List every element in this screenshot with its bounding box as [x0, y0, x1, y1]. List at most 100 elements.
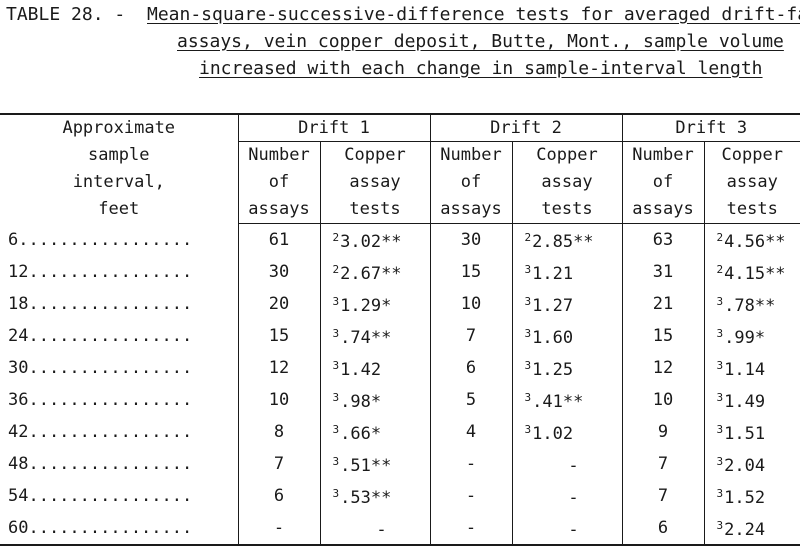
- d1-copper-assay-test-cell: 3.51**: [320, 448, 430, 480]
- footnote-marker: 3: [717, 391, 724, 404]
- footnote-marker: 2: [717, 231, 724, 244]
- d2-copper-assay-test-cell: -: [512, 512, 622, 545]
- header-word: of: [431, 169, 512, 196]
- d1-copper-assay-test-cell: -: [320, 512, 430, 545]
- interval-header-line-3: interval,: [0, 169, 238, 196]
- d1-copper-assay-test-cell: 23.02**: [320, 224, 430, 257]
- d2-copper-assay-test-cell: 31.60: [512, 320, 622, 352]
- d3-number-of-assays-cell: 31: [622, 256, 704, 288]
- footnote-marker: 3: [717, 487, 724, 500]
- d3-number-of-assays-cell: 9: [622, 416, 704, 448]
- footnote-marker: 2: [333, 263, 340, 276]
- d3-copper-assay-test-cell: 31.52: [704, 480, 800, 512]
- drift-3-header: Drift 3: [622, 114, 800, 142]
- footnote-marker: 3: [717, 327, 724, 340]
- d1-copper-assay-test-cell: 22.67**: [320, 256, 430, 288]
- d2-number-of-assays-cell: 15: [430, 256, 512, 288]
- drift-2-header: Drift 2: [430, 114, 622, 142]
- interval-header-line-1: Approximate: [0, 115, 238, 142]
- footnote-marker: 3: [717, 519, 724, 532]
- test-value: 2.67**: [340, 264, 401, 284]
- d3-copper-assay-tests-header: Copper assay tests: [704, 142, 800, 224]
- d3-copper-assay-test-cell: 32.04: [704, 448, 800, 480]
- d3-number-of-assays-cell: 12: [622, 352, 704, 384]
- d3-copper-assay-test-cell: 31.51: [704, 416, 800, 448]
- test-value: 1.52: [724, 488, 765, 508]
- header-word: Number: [623, 142, 704, 169]
- footnote-marker: 2: [333, 231, 340, 244]
- d3-number-of-assays-cell: 7: [622, 480, 704, 512]
- test-value: .41**: [532, 392, 583, 412]
- test-value: .78**: [724, 296, 775, 316]
- footnote-marker: 3: [525, 359, 532, 372]
- d2-copper-assay-test-cell: 31.21: [512, 256, 622, 288]
- test-value: 1.42: [340, 360, 381, 380]
- test-value: 1.60: [532, 328, 573, 348]
- d1-number-of-assays-cell: 10: [238, 384, 320, 416]
- footnote-marker: 3: [333, 295, 340, 308]
- d1-copper-assay-tests-header: Copper assay tests: [320, 142, 430, 224]
- d2-number-of-assays-cell: -: [430, 448, 512, 480]
- header-word: assay: [321, 169, 430, 196]
- footnote-marker: 3: [333, 391, 340, 404]
- d3-number-of-assays-cell: 15: [622, 320, 704, 352]
- footnote-marker: 3: [333, 423, 340, 436]
- header-word: assay: [705, 169, 800, 196]
- d3-copper-assay-test-cell: 24.15**: [704, 256, 800, 288]
- test-value: 2.24: [724, 520, 765, 540]
- d3-number-of-assays-cell: 63: [622, 224, 704, 257]
- header-word: of: [623, 169, 704, 196]
- footnote-marker: 3: [333, 327, 340, 340]
- footnote-marker: 3: [333, 359, 340, 372]
- interval-cell: 30................: [0, 352, 238, 384]
- test-value: 1.25: [532, 360, 573, 380]
- d3-copper-assay-test-cell: 3.99*: [704, 320, 800, 352]
- header-word: Number: [431, 142, 512, 169]
- d3-number-of-assays-cell: 7: [622, 448, 704, 480]
- test-value: 1.21: [532, 264, 573, 284]
- interval-cell: 12................: [0, 256, 238, 288]
- d3-number-of-assays-cell: 21: [622, 288, 704, 320]
- header-word: tests: [513, 196, 622, 223]
- d2-copper-assay-test-cell: -: [512, 448, 622, 480]
- d2-number-of-assays-cell: -: [430, 512, 512, 545]
- test-value: .98*: [340, 392, 381, 412]
- interval-cell: 6.................: [0, 224, 238, 257]
- test-value: .99*: [724, 328, 765, 348]
- header-word: Copper: [321, 142, 430, 169]
- test-value: -: [568, 488, 578, 508]
- d3-number-of-assays-header: Number of assays: [622, 142, 704, 224]
- d1-copper-assay-test-cell: 3.98*: [320, 384, 430, 416]
- d3-copper-assay-test-cell: 31.14: [704, 352, 800, 384]
- d2-copper-assay-test-cell: 31.02: [512, 416, 622, 448]
- d3-number-of-assays-cell: 10: [622, 384, 704, 416]
- interval-header-line-4: feet: [0, 196, 238, 223]
- d1-number-of-assays-cell: 61: [238, 224, 320, 257]
- interval-header: Approximate sample interval, feet: [0, 114, 238, 224]
- test-value: -: [568, 520, 578, 540]
- test-value: .66*: [340, 424, 381, 444]
- d2-number-of-assays-cell: -: [430, 480, 512, 512]
- d2-number-of-assays-cell: 30: [430, 224, 512, 257]
- table-header: Approximate sample interval, feet Drift …: [0, 114, 800, 224]
- test-value: 1.02: [532, 424, 573, 444]
- d2-copper-assay-test-cell: 3.41**: [512, 384, 622, 416]
- interval-cell: 24................: [0, 320, 238, 352]
- footnote-marker: 2: [525, 231, 532, 244]
- d1-number-of-assays-header: Number of assays: [238, 142, 320, 224]
- interval-cell: 54................: [0, 480, 238, 512]
- d1-number-of-assays-cell: -: [238, 512, 320, 545]
- d1-copper-assay-test-cell: 31.29*: [320, 288, 430, 320]
- test-value: 4.56**: [724, 232, 785, 252]
- test-value: .74**: [340, 328, 391, 348]
- caption-line-2: assays, vein copper deposit, Butte, Mont…: [177, 31, 784, 52]
- test-value: 2.04: [724, 456, 765, 476]
- test-value: .51**: [340, 456, 391, 476]
- test-value: -: [568, 456, 578, 476]
- d2-number-of-assays-cell: 10: [430, 288, 512, 320]
- d1-number-of-assays-cell: 20: [238, 288, 320, 320]
